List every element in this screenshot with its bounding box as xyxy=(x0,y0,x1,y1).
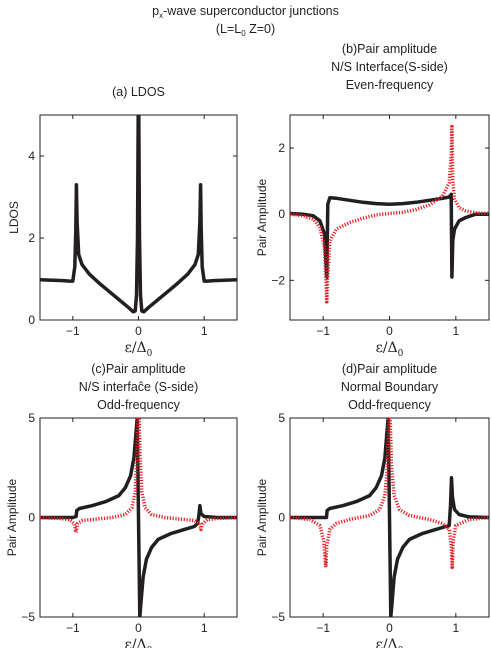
x-axis-label-subscript: 0 xyxy=(398,646,404,648)
panel-c: (c)Pair amplitude N/S interfaĉe (S-side) O… xyxy=(5,362,238,648)
x-tick-label: 1 xyxy=(452,324,459,338)
y-axis-label: Pair Amplitude xyxy=(5,478,19,556)
y-tick-label: 0 xyxy=(278,511,285,525)
series-line-black-solid xyxy=(290,418,489,617)
figure-subtitle-rest: Z=0) xyxy=(245,22,276,36)
x-axis-label-subscript: 0 xyxy=(398,349,404,359)
y-tick-label: 2 xyxy=(278,141,285,155)
panel-title-line: (c)Pair amplitude xyxy=(91,362,186,376)
figure-subtitle: (L=L0 Z=0) xyxy=(0,22,491,38)
x-tick-label: −1 xyxy=(316,621,330,635)
x-axis-label: ε/Δ0 xyxy=(125,340,153,359)
panel-b: (b)Pair amplitude N/S Interface(S-side) Ev… xyxy=(255,42,490,359)
y-tick-label: −5 xyxy=(21,610,35,624)
y-tick-label: 0 xyxy=(28,511,35,525)
x-axis-label: ε/Δ0 xyxy=(376,340,404,359)
y-axis-label: LDOS xyxy=(7,201,21,234)
panel-title-line: (b)Pair amplitude xyxy=(342,42,437,56)
x-tick-label: −1 xyxy=(316,324,330,338)
x-tick-label: 1 xyxy=(201,324,208,338)
y-tick-label: 0 xyxy=(28,313,35,327)
y-tick-label: −2 xyxy=(271,273,285,287)
x-axis-label: ε/Δ0 xyxy=(376,637,404,648)
y-axis-label: Pair Amplitude xyxy=(255,478,269,556)
series-group xyxy=(40,115,237,314)
figure-title: px-wave superconductor junctions xyxy=(0,4,491,20)
panel-title-line: Normal Boundary xyxy=(341,380,439,394)
x-tick-label: 0 xyxy=(386,324,393,338)
panel-title-line: (a) LDOS xyxy=(112,85,165,99)
y-tick-label: 5 xyxy=(28,411,35,425)
panel-title-line: Odd-frequency xyxy=(97,398,180,412)
y-tick-label: 0 xyxy=(278,207,285,221)
series-line-red-dotted xyxy=(290,124,489,304)
panel-title-line: N/S interfaĉe (S-side) xyxy=(79,380,198,394)
x-tick-label: 1 xyxy=(452,621,459,635)
series-line-black-solid xyxy=(40,115,237,314)
figure-subtitle-subscript: 0 xyxy=(241,29,246,38)
y-tick-label: 5 xyxy=(278,411,285,425)
panel-title-line: Odd-frequency xyxy=(348,398,431,412)
series-line-black-solid xyxy=(290,192,489,279)
panel-title-line: N/S Interface(S-side) xyxy=(331,60,448,74)
x-tick-label: 1 xyxy=(201,621,208,635)
panel-a: (a) LDOS −1 0 1 0 2 4 ε/Δ0 LDOS xyxy=(7,85,238,359)
series-group xyxy=(290,124,489,304)
x-tick-label: −1 xyxy=(66,324,80,338)
plot-frame xyxy=(289,114,490,321)
series-line-red-dotted xyxy=(290,418,489,570)
x-tick-label: −1 xyxy=(66,621,80,635)
x-axis-label-subscript: 0 xyxy=(147,349,153,359)
y-tick-label: −5 xyxy=(271,610,285,624)
figure-title-rest: -wave superconductor junctions xyxy=(163,4,339,18)
series-group xyxy=(290,418,489,617)
panel-title-line: Even-frequency xyxy=(346,78,434,92)
y-tick-label: 2 xyxy=(28,231,35,245)
panel-d: (d)Pair amplitude Normal Boundary Odd-freq… xyxy=(255,362,490,648)
series-group xyxy=(40,418,237,617)
series-line-black-solid xyxy=(40,418,237,617)
y-axis-label: Pair Amplitude xyxy=(255,178,269,256)
figure-subtitle-main: (L=L xyxy=(215,22,242,36)
x-tick-label: 0 xyxy=(386,621,393,635)
x-axis-label: ε/Δ0 xyxy=(125,637,153,648)
figure-title-subscript: x xyxy=(159,11,164,20)
x-axis-label-subscript: 0 xyxy=(147,646,153,648)
series-line-red-dotted xyxy=(40,418,237,535)
x-tick-label: 0 xyxy=(135,621,142,635)
figure-title-prefix: p xyxy=(152,4,160,18)
x-tick-label: 0 xyxy=(135,324,142,338)
panel-title-line: (d)Pair amplitude xyxy=(342,362,437,376)
y-tick-label: 4 xyxy=(28,149,35,163)
